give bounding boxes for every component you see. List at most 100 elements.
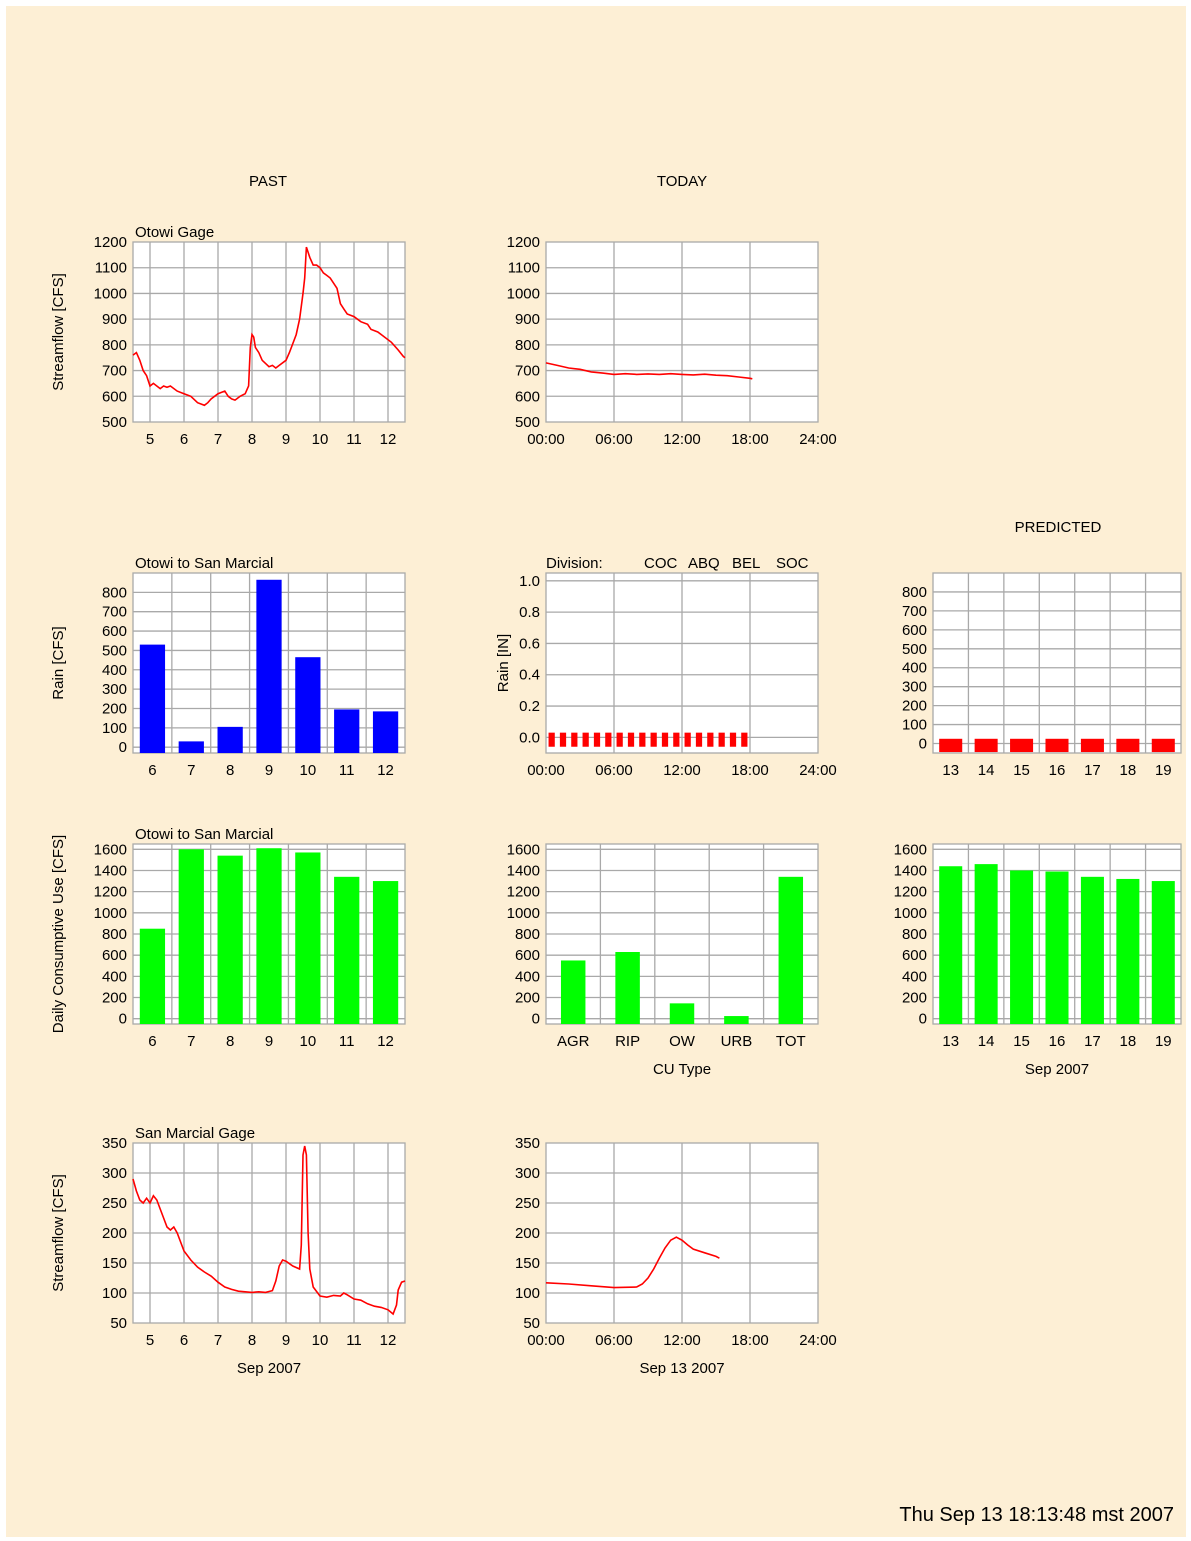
header-predicted: PREDICTED — [1015, 519, 1102, 536]
x-tick-label: 10 — [312, 1332, 329, 1349]
x-tick-label: 19 — [1155, 1033, 1172, 1050]
x-tick-label: 12 — [380, 1332, 397, 1349]
y-axis-label: Streamflow [CFS] — [50, 273, 67, 391]
x-tick-label: 06:00 — [595, 762, 633, 779]
x-tick-label: 17 — [1084, 762, 1101, 779]
y-tick-label: 0.0 — [519, 729, 540, 746]
x-tick-label: 6 — [180, 431, 188, 448]
x-tick-label: 9 — [282, 1332, 290, 1349]
division-bel: BEL — [732, 555, 760, 572]
y-tick-label: 400 — [102, 968, 127, 985]
y-tick-label: 700 — [902, 603, 927, 620]
y-axis-label: Streamflow [CFS] — [50, 1174, 67, 1292]
x-tick-label: 18:00 — [731, 762, 769, 779]
bar — [548, 732, 555, 747]
y-tick-label: 500 — [902, 641, 927, 658]
chart-predicted-rain: 0 100 200 300 400 500 600 700 800 13 14 15 16 17 18 19 — [902, 572, 1182, 779]
division-legend: Division: COC ABQ BEL SOC — [546, 555, 809, 572]
y-tick-label: 1200 — [94, 884, 127, 901]
timestamp: Thu Sep 13 18:13:48 mst 2007 — [899, 1504, 1174, 1526]
y-tick-label: 200 — [515, 990, 540, 1007]
y-tick-label: 900 — [102, 311, 127, 328]
bar — [661, 732, 669, 747]
y-tick-label: 900 — [515, 311, 540, 328]
y-tick-label: 400 — [902, 660, 927, 677]
y-axis-label: Daily Consumptive Use [CFS] — [50, 835, 67, 1033]
x-tick-label: 13 — [942, 762, 959, 779]
x-tick-label: RIP — [615, 1033, 640, 1050]
bar — [695, 732, 703, 747]
x-tick-label: 6 — [148, 1033, 156, 1050]
x-tick-label: 6 — [180, 1332, 188, 1349]
chart-today-streamflow-top: 500 600 700 800 900 1000 1100 1200 00:00 06:00 12:… — [507, 234, 837, 448]
header-today: TODAY — [657, 173, 707, 190]
bar — [669, 1003, 695, 1024]
bar — [718, 732, 725, 747]
x-tick-label: 5 — [146, 431, 154, 448]
x-axis-label: Sep 13 2007 — [639, 1360, 724, 1377]
bar — [939, 738, 963, 753]
x-axis-label: Sep 2007 — [237, 1360, 301, 1377]
bar — [178, 849, 204, 1024]
chart-past-streamflow-bottom: 50 100 150 200 250 300 350 5 6 7 8 9 10 11 12 San Marci… — [50, 1125, 406, 1377]
bar — [178, 741, 204, 753]
bar — [334, 709, 360, 753]
x-tick-label: 00:00 — [527, 762, 565, 779]
bar — [707, 732, 714, 747]
y-tick-label: 1100 — [508, 260, 540, 277]
x-tick-label: 10 — [312, 431, 329, 448]
x-tick-label: 06:00 — [595, 431, 633, 448]
x-tick-label: 18:00 — [731, 431, 769, 448]
x-tick-label: 15 — [1013, 1033, 1030, 1050]
chart-today-rain: 0.0 0.2 0.4 0.6 0.8 1.0 00:00 06:00 12:00 18:00 24… — [495, 572, 837, 779]
x-tick-label: 12:00 — [663, 762, 701, 779]
y-tick-label: 700 — [102, 363, 127, 380]
bar — [627, 732, 635, 747]
y-tick-label: 150 — [515, 1255, 540, 1272]
x-tick-label: 17 — [1084, 1033, 1101, 1050]
bar — [372, 881, 399, 1024]
x-tick-label: 19 — [1155, 762, 1172, 779]
y-tick-label: 200 — [102, 700, 127, 717]
chart-title: San Marcial Gage — [135, 1125, 255, 1142]
bar — [639, 732, 646, 747]
x-tick-label: 8 — [226, 1033, 234, 1050]
division-soc: SOC — [776, 555, 809, 572]
bar — [295, 657, 321, 753]
y-tick-label: 0.6 — [519, 635, 540, 652]
bar — [974, 864, 998, 1024]
y-tick-label: 0.4 — [519, 667, 540, 684]
y-tick-label: 1200 — [507, 234, 540, 251]
y-tick-label: 1000 — [94, 905, 127, 922]
y-tick-label: 600 — [102, 623, 127, 640]
bar — [741, 732, 748, 747]
bar — [334, 876, 360, 1024]
y-tick-label: 1400 — [894, 862, 927, 879]
x-tick-label: 06:00 — [595, 1332, 633, 1349]
bar — [650, 732, 657, 747]
x-tick-label: 16 — [1049, 762, 1066, 779]
bar — [615, 952, 640, 1024]
x-tick-label: 16 — [1049, 1033, 1066, 1050]
page-background: PAST TODAY PREDICTED Division: COC ABQ BEL S… — [6, 6, 1186, 1537]
x-tick-label: 14 — [978, 1033, 995, 1050]
chart-past-cu: 0 200 400 600 800 1000 1200 1400 1600 6 7 8 9 10 11 12 O… — [50, 826, 406, 1050]
y-tick-label: 800 — [102, 337, 127, 354]
header-past: PAST — [249, 173, 287, 190]
y-tick-label: 1000 — [507, 905, 540, 922]
x-tick-label: URB — [721, 1033, 753, 1050]
x-tick-label: 12 — [377, 1033, 394, 1050]
x-tick-label: 10 — [300, 762, 317, 779]
y-tick-label: 50 — [523, 1315, 540, 1332]
y-tick-label: 300 — [515, 1165, 540, 1182]
x-tick-label: 11 — [339, 762, 355, 779]
bar — [684, 732, 691, 747]
x-tick-label: 12:00 — [663, 431, 701, 448]
y-tick-label: 1200 — [894, 884, 927, 901]
bar — [256, 579, 282, 753]
y-tick-label: 600 — [902, 947, 927, 964]
y-tick-label: 1000 — [507, 285, 540, 302]
y-tick-label: 0.8 — [519, 604, 540, 621]
y-tick-label: 50 — [110, 1315, 127, 1332]
bar — [217, 855, 243, 1024]
